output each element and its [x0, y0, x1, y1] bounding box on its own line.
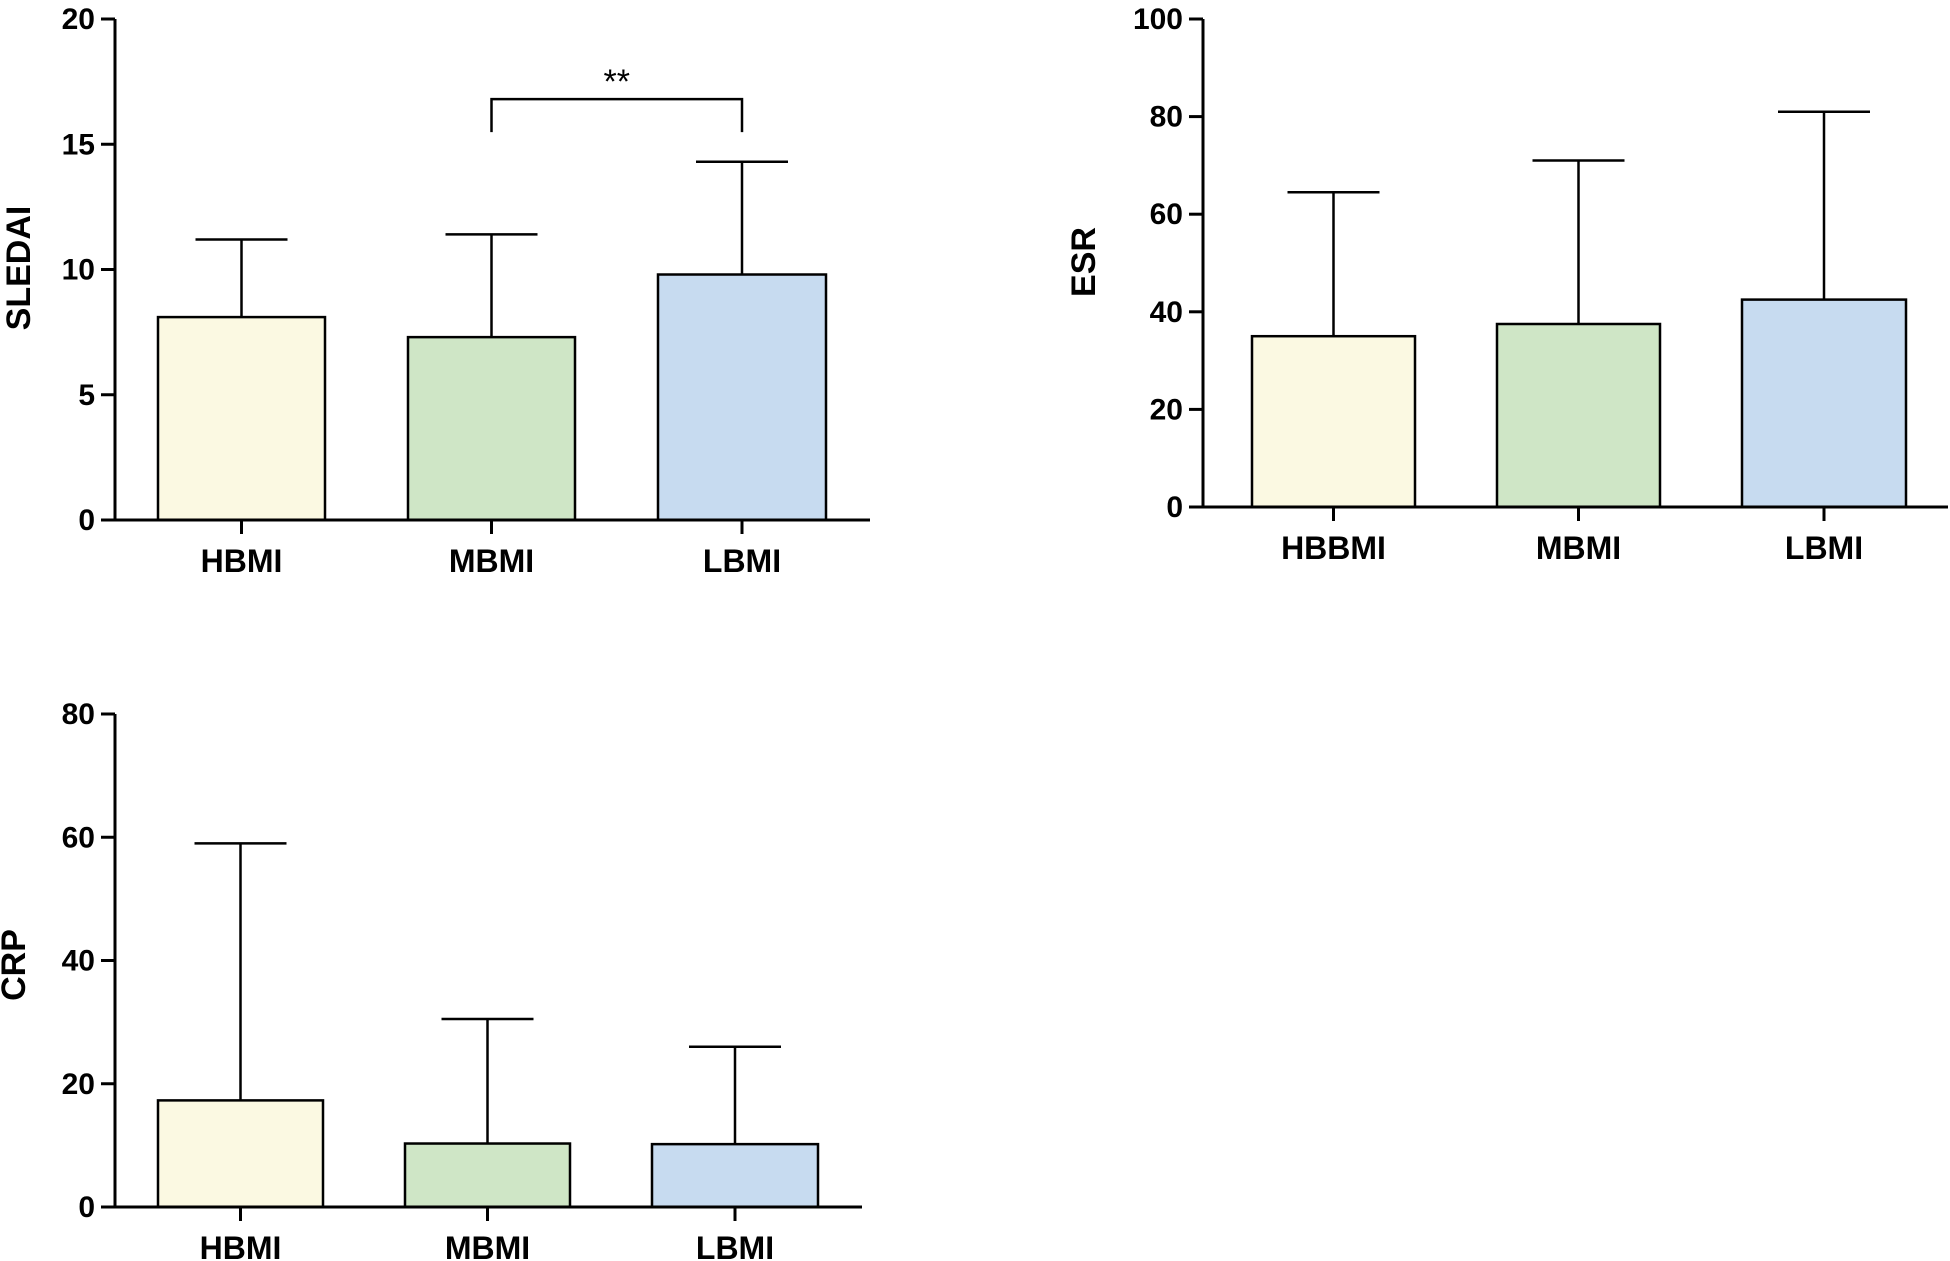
y-tick-label: 40: [62, 945, 95, 978]
bar-lbmi: [650, 1142, 820, 1209]
bar-hbmi: [156, 1099, 325, 1209]
chart-crp: 0 20 40 60 80 HBMI MBMI LBMI CRP: [0, 698, 862, 1261]
y-tick-label: 20: [1150, 393, 1183, 426]
chart-esr: 0 20 40 60 80 100 HBBMI MBMI LBMI ESR: [1065, 3, 1948, 566]
bar-mbmi: [406, 335, 577, 522]
y-tick-label: 40: [1150, 296, 1183, 329]
y-tick-label: 80: [1150, 101, 1183, 134]
y-axis-title: CRP: [0, 929, 33, 1001]
x-tick-label: LBMI: [696, 1230, 774, 1261]
x-tick-label: MBMI: [449, 543, 534, 579]
bar-hbmi: [156, 315, 327, 522]
bar-mbmi: [1495, 322, 1662, 509]
x-tick-label: HBMI: [200, 1230, 282, 1261]
y-tick-label: 0: [1166, 491, 1183, 524]
y-tick-label: 80: [62, 698, 95, 731]
bar-mbmi: [403, 1142, 572, 1209]
bar-hbbmi: [1250, 334, 1417, 509]
significance-label: **: [604, 63, 630, 101]
y-tick-label: 20: [62, 1068, 95, 1101]
x-tick-label: LBMI: [703, 543, 781, 579]
y-tick-label: 0: [78, 504, 95, 537]
y-tick-label: 60: [62, 821, 95, 854]
y-axis-title: ESR: [1065, 227, 1103, 297]
chart-sledai: 0 5 10 15 20 HBMI MBMI LBMI SLEDAI **: [0, 3, 870, 579]
x-tick-label: HBBMI: [1281, 530, 1386, 566]
y-axis-title: SLEDAI: [0, 206, 38, 331]
y-tick-label: 10: [62, 254, 95, 287]
y-tick-label: 20: [62, 3, 95, 36]
x-tick-label: LBMI: [1785, 530, 1863, 566]
bar-lbmi: [1740, 298, 1908, 509]
x-tick-label: MBMI: [445, 1230, 530, 1261]
bar-lbmi: [656, 273, 828, 522]
y-tick-label: 5: [78, 379, 95, 412]
x-tick-label: HBMI: [201, 543, 283, 579]
y-tick-label: 100: [1133, 3, 1183, 36]
x-tick-label: MBMI: [1536, 530, 1621, 566]
y-tick-label: 60: [1150, 198, 1183, 231]
y-tick-label: 0: [78, 1191, 95, 1224]
y-tick-label: 15: [62, 128, 95, 161]
significance-bracket: [490, 97, 744, 133]
